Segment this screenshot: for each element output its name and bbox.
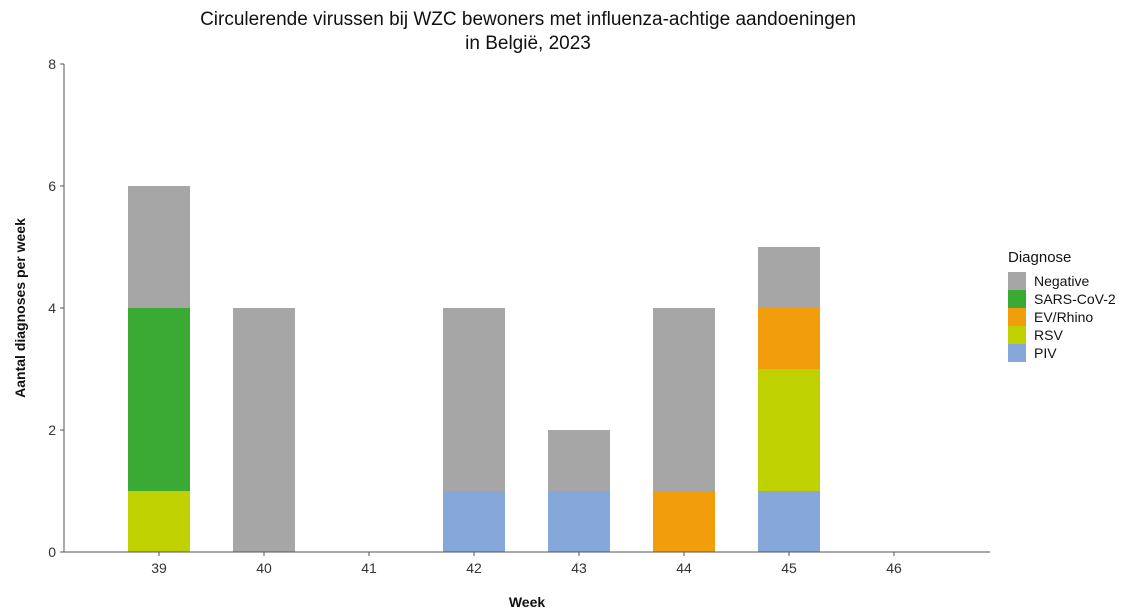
bar-segment-negative-week-43	[548, 430, 610, 491]
legend-swatch	[1008, 272, 1026, 290]
bar-segment-piv-week-42	[443, 491, 505, 552]
x-tick-label: 42	[466, 560, 482, 576]
x-axis-label: Week	[509, 594, 546, 610]
x-tick-label: 45	[781, 560, 797, 576]
x-tick-label: 41	[361, 560, 377, 576]
x-tick-label: 44	[676, 560, 692, 576]
y-axis-label: Aantal diagnoses per week	[12, 218, 28, 398]
x-tick-label: 43	[571, 560, 587, 576]
y-tick-label: 6	[48, 178, 56, 194]
chart-title-line-2: in België, 2023	[465, 33, 591, 54]
legend-label: SARS-CoV-2	[1034, 291, 1116, 307]
bar-segment-rsv-week-39	[128, 491, 190, 552]
bar-segment-piv-week-45	[758, 491, 820, 552]
bar-segment-ev-rhino-week-44	[653, 491, 715, 552]
bar-segment-negative-week-42	[443, 308, 505, 491]
y-ticks: 0 2 4 6 8	[48, 56, 64, 560]
x-tick-label: 46	[886, 560, 902, 576]
legend-swatch	[1008, 308, 1026, 326]
y-tick-label: 4	[48, 300, 56, 316]
legend: Diagnose Negative SARS-CoV-2 EV/Rhino RSV PI…	[1008, 249, 1116, 362]
bar-segment-ev-rhino-week-45	[758, 308, 820, 369]
legend-swatch	[1008, 326, 1026, 344]
x-tick-label: 39	[151, 560, 167, 576]
legend-label: RSV	[1034, 327, 1063, 343]
y-tick-label: 0	[48, 544, 56, 560]
legend-label: Negative	[1034, 273, 1089, 289]
legend-swatch	[1008, 344, 1026, 362]
y-tick-label: 8	[48, 56, 56, 72]
legend-swatch	[1008, 290, 1026, 308]
bar-segment-rsv-week-45	[758, 369, 820, 491]
bar-segment-piv-week-43	[548, 491, 610, 552]
bar-segment-negative-week-44	[653, 308, 715, 491]
bar-segment-negative-week-45	[758, 247, 820, 308]
legend-label: EV/Rhino	[1034, 309, 1093, 325]
bar-segment-negative-week-40	[233, 308, 295, 552]
y-tick-label: 2	[48, 422, 56, 438]
x-ticks: 39 40 41 42 43 44 45 46	[151, 552, 902, 576]
legend-title: Diagnose	[1008, 249, 1071, 266]
chart-title-line-1: Circulerende virussen bij WZC bewoners m…	[200, 9, 856, 30]
bar-segment-sars-cov-2-week-39	[128, 308, 190, 491]
bars-group	[128, 186, 820, 552]
bar-segment-negative-week-39	[128, 186, 190, 308]
legend-label: PIV	[1034, 345, 1057, 361]
x-tick-label: 40	[256, 560, 272, 576]
